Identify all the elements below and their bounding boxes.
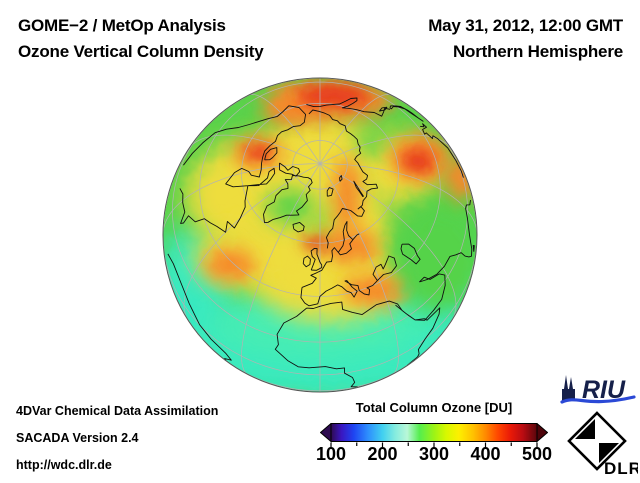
header-product: GOME−2 / MetOp Analysis — [18, 16, 226, 35]
colorbar-tick-label: 200 — [367, 444, 398, 464]
riu-logo: RIU — [560, 371, 638, 409]
colorbar-svg — [319, 422, 549, 448]
header-quantity: Ozone Vertical Column Density — [18, 42, 264, 61]
colorbar-title: Total Column Ozone [DU] — [355, 400, 513, 415]
rhine-swoosh-icon — [560, 395, 636, 404]
dlr-logo-text: DLR — [604, 459, 638, 478]
colorbar-tick-label: 300 — [418, 444, 450, 464]
footer-method: 4DVar Chemical Data Assimilation — [16, 404, 219, 418]
colorbar — [319, 422, 549, 449]
colorbar-tick-label: 400 — [470, 444, 501, 464]
dlr-logo: DLR — [566, 410, 640, 478]
colorbar-tick-label: 100 — [315, 444, 347, 464]
colorbar-tick-label: 500 — [521, 444, 553, 464]
globe-svg — [162, 77, 478, 393]
footer-version: SACADA Version 2.4 — [16, 431, 139, 445]
colorbar-left-arrow — [319, 422, 332, 443]
header-region: Northern Hemisphere — [452, 42, 623, 61]
cathedral-icon — [562, 375, 575, 401]
colorbar-gradient-bar — [330, 423, 538, 442]
footer-url: http://wdc.dlr.de — [16, 458, 112, 472]
colorbar-right-arrow — [536, 422, 549, 443]
dlr-emblem-icon — [567, 411, 627, 471]
header-datetime: May 31, 2012, 12:00 GMT — [428, 16, 623, 35]
globe-map — [150, 60, 490, 410]
